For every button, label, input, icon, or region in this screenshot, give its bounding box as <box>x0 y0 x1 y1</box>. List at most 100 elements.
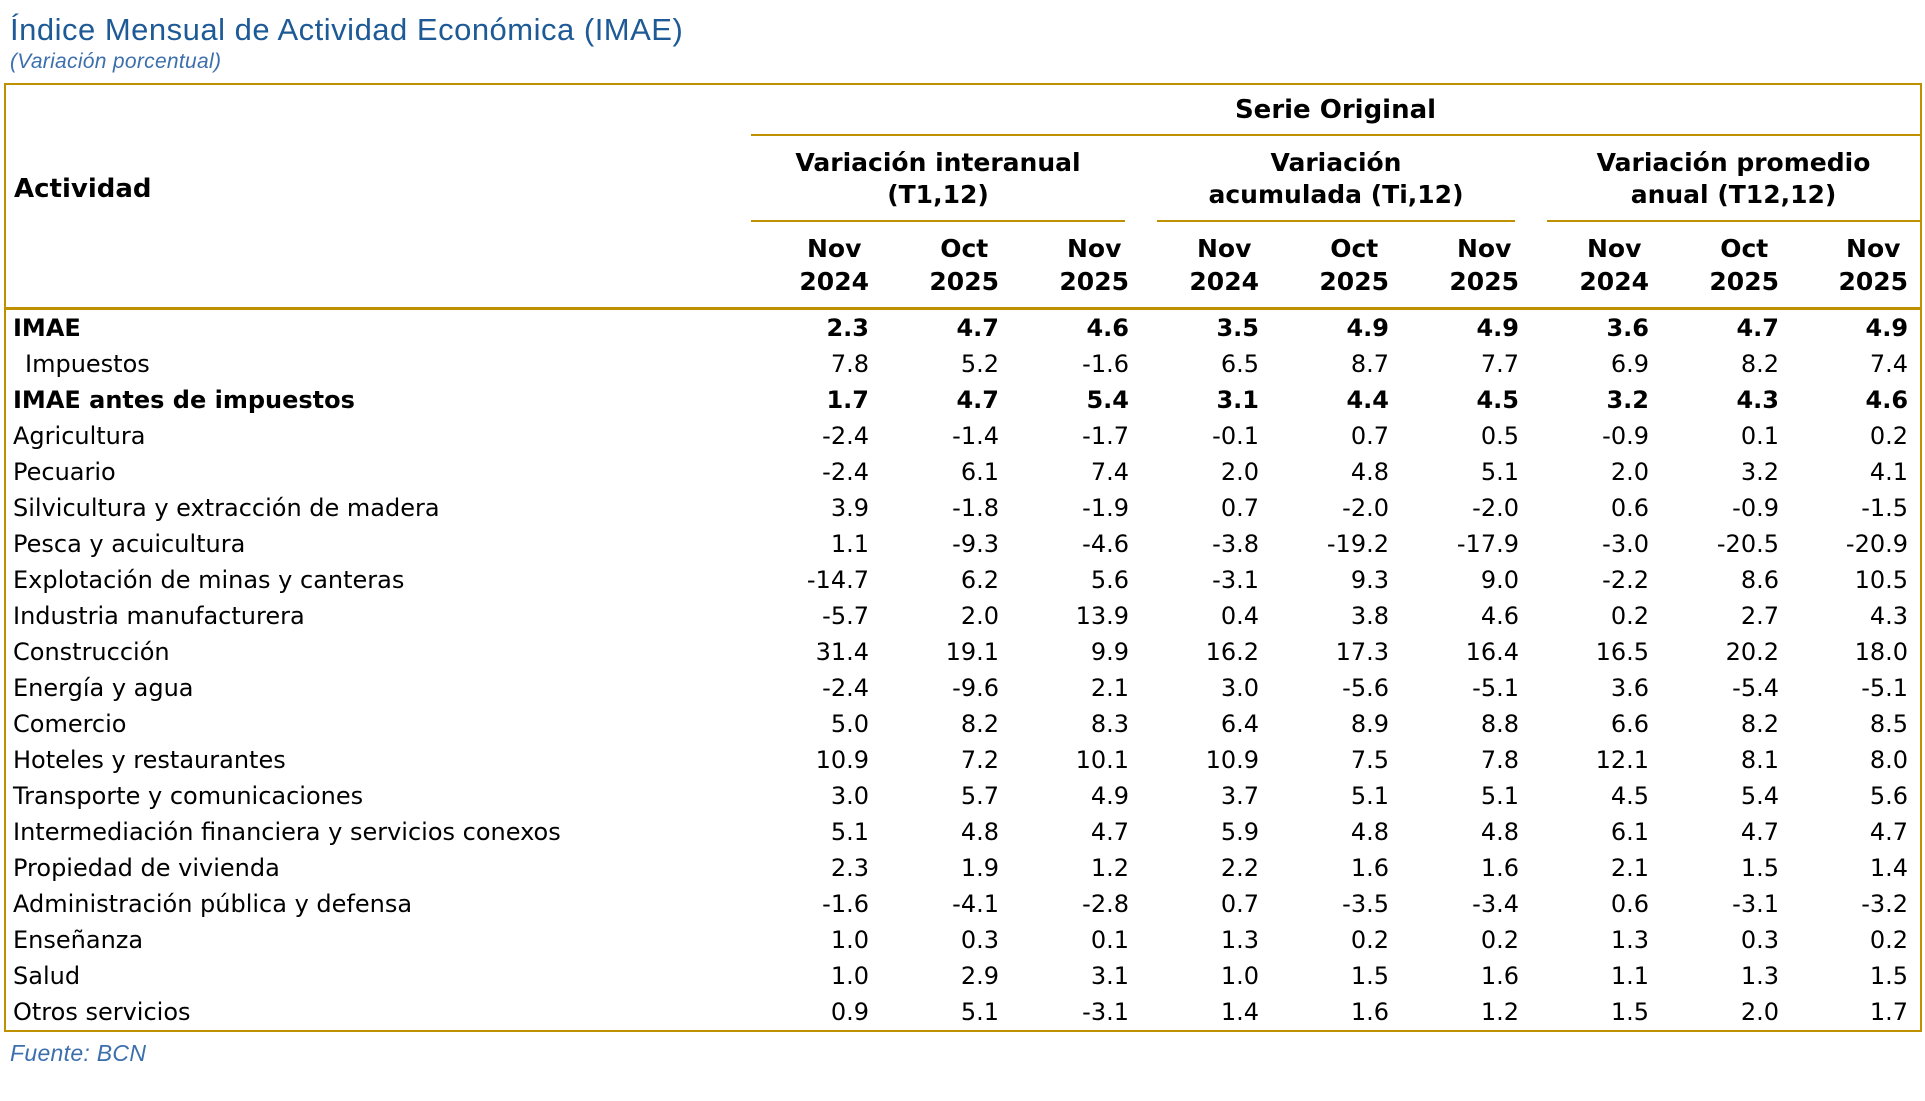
value-cell: 1.5 <box>1869 962 1909 990</box>
value-cell: -9.6 <box>952 674 999 702</box>
activity-label: Construcción <box>13 638 170 666</box>
value-cell: 1.3 <box>1740 962 1779 990</box>
month-header: Nov 2025 <box>1791 222 1922 310</box>
value-cell: 1.7 <box>1869 998 1909 1026</box>
value-cell: -0.9 <box>1732 494 1779 522</box>
value-cell: 2.0 <box>1740 998 1779 1026</box>
column-header-actividad: Actividad <box>5 84 751 310</box>
value-cell: -2.2 <box>1602 566 1649 594</box>
value-cell: -1.5 <box>1861 494 1909 522</box>
value-cell: 4.9 <box>1346 314 1389 342</box>
value-cell: -5.6 <box>1342 674 1389 702</box>
table-row: Industria manufacturera -5.7 2.0 13.9 0.4 3.… <box>5 598 1921 634</box>
table-row: Otros servicios 0.9 5.1 -3.1 1.4 1.6 1.2 1.5 2.… <box>5 994 1921 1031</box>
value-cell: 9.0 <box>1480 566 1519 594</box>
value-cell: 7.4 <box>1869 350 1909 378</box>
value-cell: 3.1 <box>1090 962 1129 990</box>
value-cell: -4.1 <box>952 890 999 918</box>
value-cell: 0.1 <box>1090 926 1129 954</box>
month-header-row: Nov 2024 Oct 2025 Nov 2025 Nov 2024 Oct 2025 … <box>5 222 1922 310</box>
value-cell: 10.9 <box>1205 746 1259 774</box>
month-header: Nov 2024 <box>1531 222 1661 310</box>
value-cell: 1.2 <box>1480 998 1519 1026</box>
value-cell: 31.4 <box>815 638 869 666</box>
value-cell: -0.1 <box>1212 422 1259 450</box>
value-cell: 2.0 <box>1610 458 1649 486</box>
value-cell: 4.9 <box>1865 314 1909 342</box>
value-cell: 1.0 <box>1220 962 1259 990</box>
value-cell: 0.6 <box>1610 494 1649 522</box>
value-cell: 2.0 <box>1220 458 1259 486</box>
value-cell: 7.8 <box>830 350 869 378</box>
month-header: Nov 2024 <box>1141 222 1271 310</box>
value-cell: 6.1 <box>960 458 999 486</box>
value-cell: 4.3 <box>1736 386 1779 414</box>
value-cell: 6.5 <box>1220 350 1259 378</box>
serie-original-header: Serie Original <box>751 84 1922 136</box>
group-label-line: Variación interanual <box>795 148 1081 177</box>
value-cell: 3.0 <box>1220 674 1259 702</box>
value-cell: 4.6 <box>1865 386 1909 414</box>
table-row: Impuestos 7.8 5.2 -1.6 6.5 8.7 7.7 6.9 8.2 7.4 <box>5 346 1921 382</box>
value-cell: -0.9 <box>1602 422 1649 450</box>
value-cell: 13.9 <box>1075 602 1129 630</box>
value-cell: 1.5 <box>1740 854 1779 882</box>
activity-label: IMAE antes de impuestos <box>13 386 355 414</box>
value-cell: 8.2 <box>1740 350 1779 378</box>
group-label-line: anual (T12,12) <box>1630 180 1837 209</box>
value-cell: 5.1 <box>1350 782 1389 810</box>
group-header-promedio: Variación promedio anual (T12,12) <box>1531 135 1921 222</box>
group-header-row: Variación interanual (T1,12) Variación acu… <box>5 135 1921 222</box>
value-cell: 18.0 <box>1854 638 1909 666</box>
value-cell: -14.7 <box>806 566 869 594</box>
activity-label: Impuestos <box>25 350 150 378</box>
table-row: Pesca y acuicultura 1.1 -9.3 -4.6 -3.8 -19.2… <box>5 526 1921 562</box>
value-cell: -5.1 <box>1861 674 1909 702</box>
value-cell: 1.9 <box>960 854 999 882</box>
table-row: IMAE antes de impuestos 1.7 4.7 5.4 3.1 4.4 4… <box>5 382 1921 418</box>
table-row: Explotación de minas y canteras -14.7 6.2… <box>5 562 1921 598</box>
month-header: Nov 2025 <box>1401 222 1531 310</box>
activity-label: Silvicultura y extracción de madera <box>13 494 440 522</box>
value-cell: 1.2 <box>1090 854 1129 882</box>
page: Índice Mensual de Actividad Económica (I… <box>4 12 1923 1066</box>
activity-label: Administración pública y defensa <box>13 890 413 918</box>
value-cell: 10.9 <box>815 746 869 774</box>
value-cell: -3.1 <box>1732 890 1779 918</box>
value-cell: 5.0 <box>830 710 869 738</box>
value-cell: 5.4 <box>1740 782 1779 810</box>
value-cell: 4.8 <box>960 818 999 846</box>
value-cell: -2.4 <box>822 458 869 486</box>
value-cell: 4.7 <box>956 314 999 342</box>
serie-header-row: Actividad Serie Original <box>5 84 1922 310</box>
activity-label: Intermediación financiera y servicios co… <box>13 818 561 846</box>
value-cell: 0.3 <box>960 926 999 954</box>
value-cell: 4.6 <box>1086 314 1129 342</box>
value-cell: -9.3 <box>952 530 999 558</box>
value-cell: 1.4 <box>1220 998 1259 1026</box>
value-cell: 16.2 <box>1205 638 1259 666</box>
value-cell: 16.4 <box>1465 638 1519 666</box>
table-row: IMAE 2.3 4.7 4.6 3.5 4.9 4.9 3.6 4.7 4.9 <box>5 309 1921 347</box>
value-cell: 3.6 <box>1610 674 1649 702</box>
value-cell: 4.1 <box>1869 458 1909 486</box>
value-cell: 9.3 <box>1350 566 1389 594</box>
table-row: Silvicultura y extracción de madera 3.9 -… <box>5 490 1921 526</box>
value-cell: 1.5 <box>1350 962 1389 990</box>
value-cell: 4.8 <box>1350 818 1389 846</box>
value-cell: -3.8 <box>1212 530 1259 558</box>
value-cell: 0.2 <box>1610 602 1649 630</box>
value-cell: -3.1 <box>1082 998 1129 1026</box>
value-cell: 8.9 <box>1350 710 1389 738</box>
table-row: Intermediación financiera y servicios co… <box>5 814 1921 850</box>
value-cell: 3.5 <box>1216 314 1259 342</box>
value-cell: -3.0 <box>1602 530 1649 558</box>
value-cell: 4.7 <box>956 386 999 414</box>
month-header: Oct 2025 <box>1661 222 1791 310</box>
value-cell: 1.5 <box>1610 998 1649 1026</box>
value-cell: 4.7 <box>1740 818 1779 846</box>
value-cell: 2.7 <box>1740 602 1779 630</box>
value-cell: -3.4 <box>1472 890 1519 918</box>
value-cell: 2.0 <box>960 602 999 630</box>
value-cell: -4.6 <box>1082 530 1129 558</box>
